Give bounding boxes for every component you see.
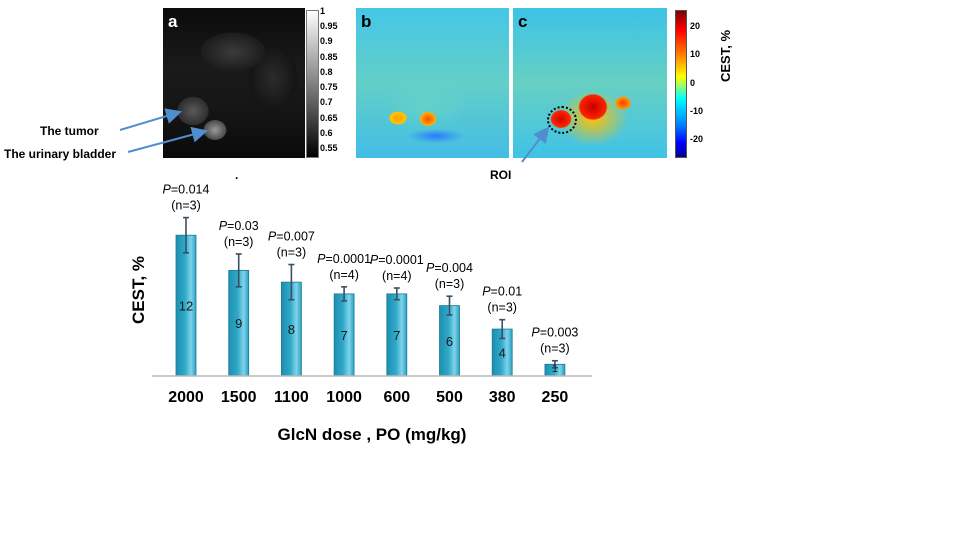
x-tick-label-1100: 1100	[274, 389, 309, 406]
grayscale-colorbar-tick-5: 0.75	[320, 82, 338, 93]
n-label-600: (n=4)	[382, 269, 412, 283]
bar-value-label-1500: 9	[235, 316, 242, 331]
error-bar-380	[499, 318, 506, 340]
p-value: =0.01	[491, 285, 523, 299]
error-bar-1100	[288, 263, 295, 301]
x-tick-label-1500: 1500	[221, 389, 257, 406]
y-axis-title: CEST, %	[129, 256, 148, 324]
x-tick-label-600: 600	[383, 389, 410, 406]
x-tick-label-500: 500	[436, 389, 463, 406]
bar-value-label-500: 6	[446, 334, 453, 349]
p-symbol: P	[163, 183, 172, 197]
error-bar-600	[393, 287, 400, 301]
p-symbol: P	[482, 285, 491, 299]
cest-map-panel-b: b	[356, 8, 509, 158]
p-symbol: P	[531, 326, 540, 340]
cest-colorbar-tick-4: -20	[690, 134, 704, 144]
n-label-500: (n=3)	[435, 277, 465, 291]
p-value-label-500: P=0.004	[426, 261, 473, 275]
grayscale-colorbar-tick-8: 0.6	[320, 127, 333, 138]
cest-colorbar	[675, 10, 687, 158]
bar-value-label-250: 1	[552, 363, 558, 375]
x-tick-label-2000: 2000	[168, 389, 204, 406]
bar-value-label-600: 7	[393, 328, 400, 343]
tumor-arrow	[119, 108, 182, 131]
chart-labels-group: 12P=0.014(n=3)20009P=0.03(n=3)15008P=0.0…	[163, 183, 579, 406]
p-value: =0.004	[434, 261, 473, 275]
p-value: =0.03	[227, 219, 259, 233]
p-symbol: P	[426, 261, 435, 275]
p-value: =0.0001	[325, 252, 371, 266]
p-symbol: P	[219, 219, 228, 233]
bar-value-label-1000: 7	[340, 328, 347, 343]
error-bar-250	[551, 359, 558, 369]
n-label-1000: (n=4)	[329, 268, 359, 282]
x-tick-label-250: 250	[542, 389, 569, 406]
p-value-label-1500: P=0.03	[219, 219, 259, 233]
mri-image-panel-a: a	[163, 8, 305, 158]
grayscale-colorbar	[306, 10, 319, 158]
cest-colorbar-tick-2: 0	[690, 77, 696, 88]
n-label-1500: (n=3)	[224, 235, 254, 249]
grayscale-colorbar-tick-6: 0.7	[320, 97, 333, 108]
p-value-label-2000: P=0.014	[163, 183, 210, 197]
grayscale-colorbar-tick-2: 0.9	[320, 36, 333, 47]
x-tick-label-1000: 1000	[326, 389, 362, 406]
p-value-label-1000: P=0.0001	[317, 252, 371, 266]
p-symbol: P	[317, 252, 326, 266]
grayscale-colorbar-tick-0: 1	[320, 6, 326, 16]
n-label-380: (n=3)	[487, 301, 517, 315]
p-symbol: P	[370, 253, 379, 267]
panel-letter-a: a	[168, 12, 178, 31]
bar-value-label-2000: 12	[179, 299, 193, 314]
bar-value-label-1100: 8	[288, 322, 295, 337]
cest-colorbar-tick-3: -10	[690, 105, 704, 116]
p-value-label-600: P=0.0001	[370, 253, 424, 267]
panel-letter-b: b	[361, 12, 372, 31]
p-value: =0.007	[276, 230, 315, 244]
panel-letter-c: c	[518, 12, 528, 31]
bar-value-label-380: 4	[499, 346, 506, 361]
grayscale-colorbar-tick-1: 0.95	[320, 21, 338, 32]
n-label-1100: (n=3)	[277, 246, 307, 260]
error-bar-1000	[341, 286, 348, 302]
p-value: =0.003	[540, 326, 579, 340]
bladder-annotation: The urinary bladder	[4, 147, 117, 161]
n-label-2000: (n=3)	[171, 199, 201, 213]
n-label-250: (n=3)	[540, 342, 570, 356]
grayscale-colorbar-tick-9: 0.55	[320, 143, 338, 153]
error-bar-2000	[183, 216, 189, 254]
grayscale-colorbar-tick-7: 0.65	[320, 112, 338, 123]
p-value-label-250: P=0.003	[531, 326, 578, 340]
p-value-label-1100: P=0.007	[268, 230, 315, 244]
p-symbol: P	[268, 230, 277, 244]
x-axis-title: GlcN dose , PO (mg/kg)	[278, 425, 467, 444]
tumor-annotation: The tumor	[40, 124, 99, 138]
grayscale-colorbar-tick-3: 0.85	[320, 51, 338, 62]
roi-outline	[547, 106, 577, 134]
x-tick-label-380: 380	[489, 389, 516, 406]
grayscale-colorbar-tick-4: 0.8	[320, 66, 333, 77]
cest-colorbar-tick-0: 20	[690, 21, 701, 31]
roi-annotation: ROI	[490, 168, 512, 182]
cest-colorbar-tick-1: 10	[690, 49, 701, 60]
p-value: =0.014	[171, 183, 210, 197]
bars-group	[175, 216, 566, 377]
stray-dot: .	[235, 168, 239, 182]
roi-arrow	[521, 126, 550, 163]
p-value-label-380: P=0.01	[482, 285, 522, 299]
p-value: =0.0001	[378, 253, 424, 267]
error-bar-1500	[235, 253, 242, 288]
bladder-arrow	[127, 126, 208, 153]
error-bar-500	[446, 295, 453, 316]
